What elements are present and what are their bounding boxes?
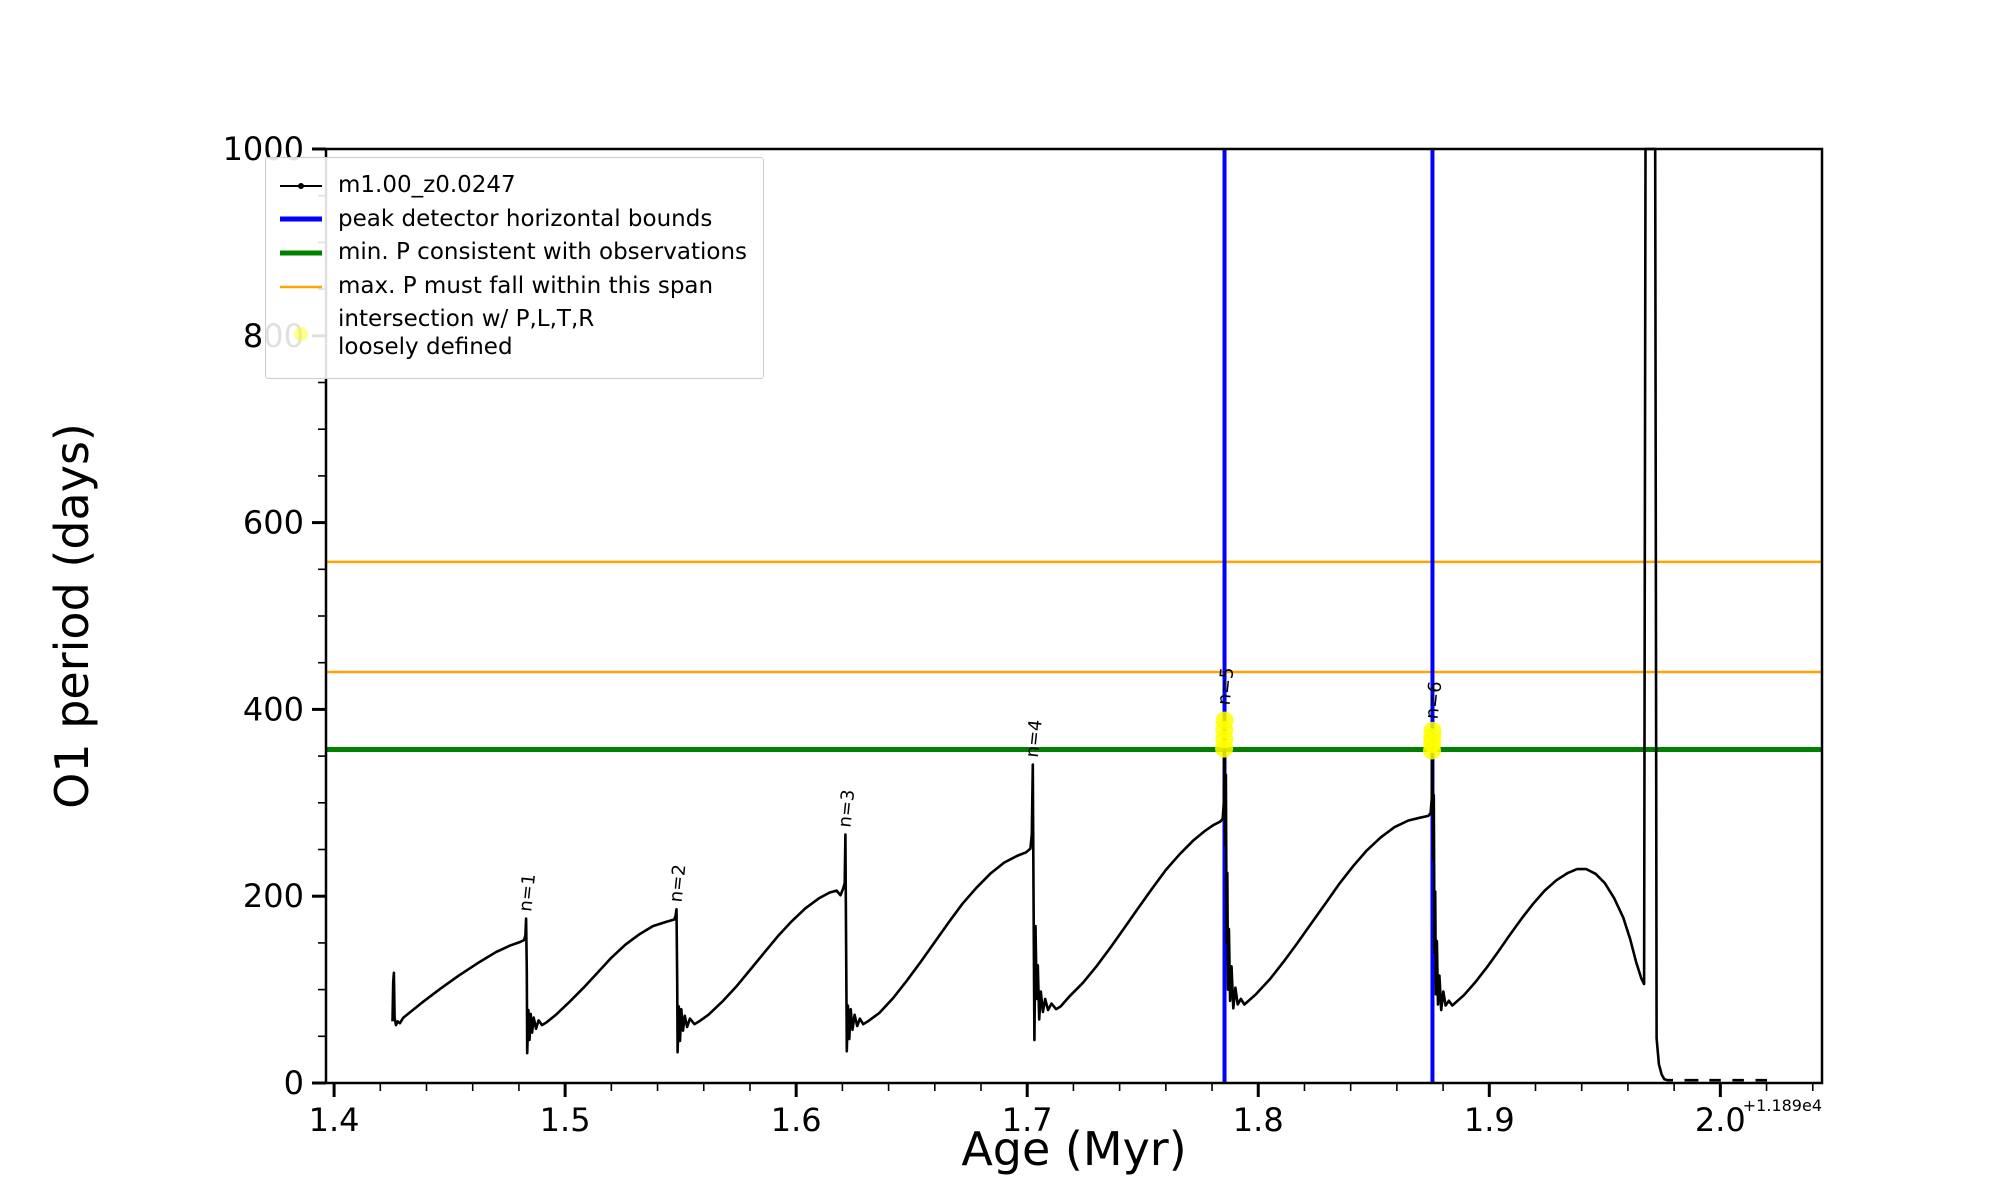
legend-item-label: peak detector horizontal bounds: [338, 205, 713, 232]
peak-label: n=1: [515, 873, 540, 913]
x-tick-label: 1.8: [1233, 1101, 1284, 1139]
legend-line-swatch-icon: [280, 216, 322, 222]
x-axis-label: Age (Myr): [961, 1122, 1187, 1176]
y-tick-label: 600: [243, 504, 304, 542]
y-tick-label: 400: [243, 690, 304, 728]
x-tick-label: 1.6: [771, 1101, 822, 1139]
legend-line-swatch-icon: [280, 182, 322, 189]
legend-dot-swatch-icon: [294, 326, 308, 341]
axis-offset-text: +1.189e4: [1742, 1096, 1822, 1115]
intersection-marker: [1423, 721, 1442, 740]
x-tick-label: 1.4: [309, 1101, 360, 1139]
y-tick-label: 0: [284, 1064, 304, 1102]
legend-item: min. P consistent with observations: [278, 239, 747, 267]
legend-item: max. P must fall within this span: [278, 273, 747, 301]
x-tick-label: 1.7: [1002, 1101, 1053, 1139]
legend-line-swatch-icon: [280, 250, 322, 256]
y-axis-label: O1 period (days): [45, 423, 99, 809]
x-tick-label: 2.0: [1695, 1101, 1746, 1139]
x-tick-label: 1.9: [1464, 1101, 1515, 1139]
series-line: [391, 147, 1767, 1082]
legend-item-label: intersection w/ P,L,T,R loosely defined: [338, 306, 595, 360]
legend-item-label: m1.00_z0.0247: [338, 172, 516, 198]
intersection-marker: [1215, 711, 1234, 730]
legend-item-label: max. P must fall within this span: [338, 272, 714, 299]
peak-label: n=6: [1422, 680, 1447, 720]
legend-item: peak detector horizontal bounds: [278, 206, 747, 234]
x-tick-label: 1.5: [540, 1101, 591, 1139]
y-tick-label: 200: [243, 877, 304, 915]
legend-item: intersection w/ P,L,T,R loosely defined: [278, 306, 747, 361]
peak-label: n=3: [834, 789, 859, 829]
peak-label: n=5: [1214, 666, 1239, 706]
legend-item: m1.00_z0.0247: [278, 172, 747, 200]
peak-label: n=2: [666, 863, 691, 903]
legend-line-swatch-icon: [280, 285, 322, 288]
legend-item-label: min. P consistent with observations: [338, 239, 748, 266]
peak-label: n=4: [1022, 719, 1047, 759]
